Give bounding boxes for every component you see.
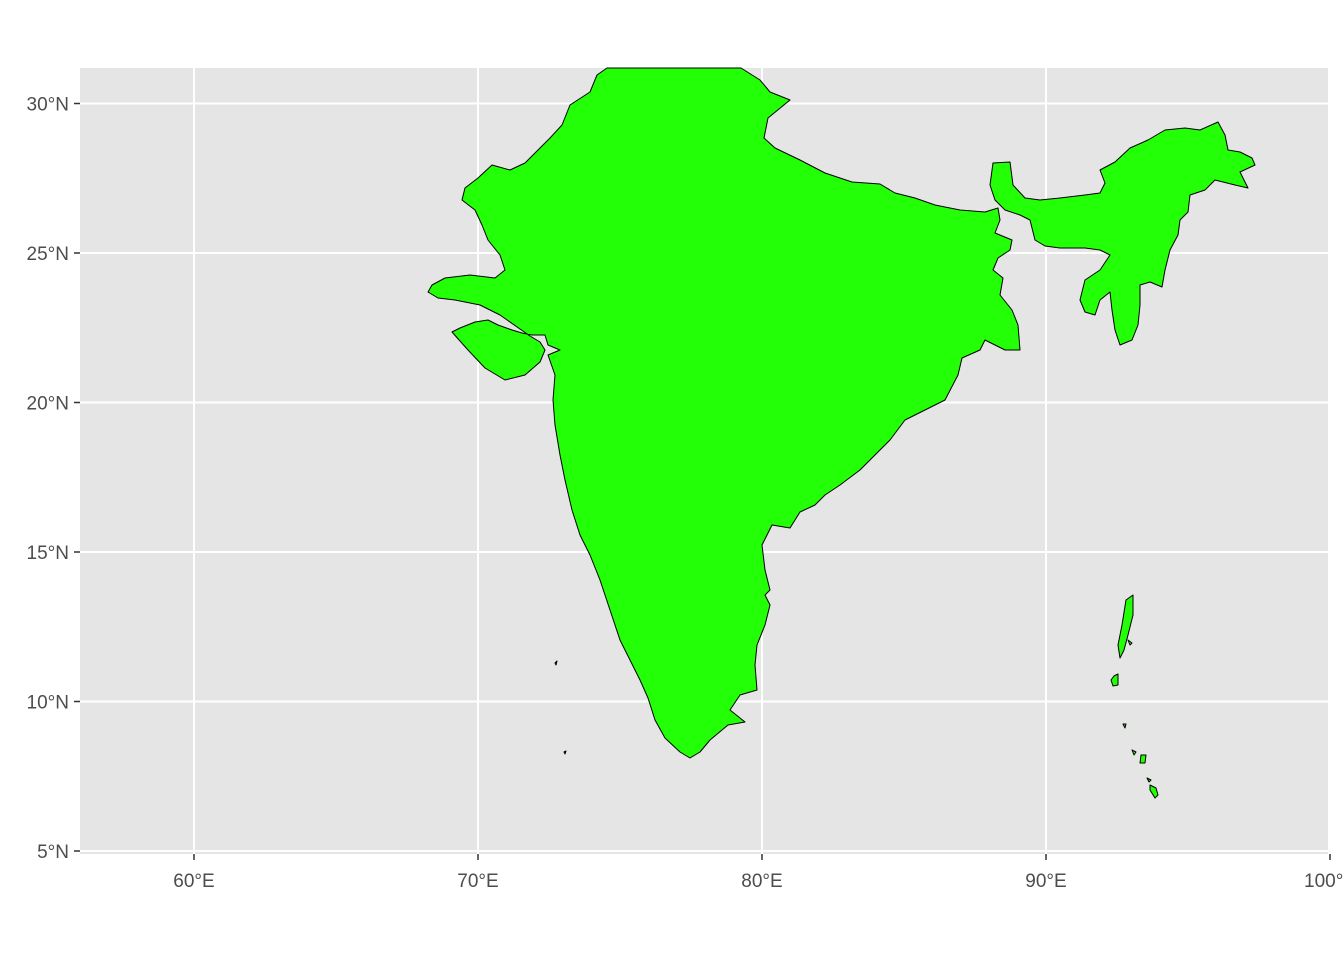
andaman-island-little [1110,673,1119,687]
x-tick-label: 80°E [741,871,782,892]
y-axis: 30°N 25°N 20°N 15°N 10°N 5°N [27,95,80,863]
india-landmass [427,67,1256,799]
nicobar-island-c [1146,777,1152,783]
nicobar-island-b [1139,754,1147,764]
x-axis: 60°E 70°E 80°E 90°E 100°E [173,854,1344,892]
x-tick-label: 70°E [457,871,498,892]
nicobar-island-a [1131,749,1137,756]
nicobar-island-great [1149,784,1159,799]
y-tick-label: 15°N [27,543,69,564]
y-tick-label: 10°N [27,693,69,714]
india-northeast [989,121,1256,346]
x-tick-label: 90°E [1025,871,1066,892]
y-tick-label: 25°N [27,244,69,265]
lakshadweep-island-b [563,750,567,755]
nicobar-island-car [1122,723,1127,729]
india-mainland [427,67,1021,759]
y-tick-label: 20°N [27,394,69,415]
y-tick-label: 30°N [27,95,69,116]
x-tick-label: 60°E [173,871,214,892]
x-tick-label: 100°E [1304,871,1344,892]
lakshadweep-island-a [554,660,558,666]
y-tick-label: 5°N [37,842,69,863]
andaman-island-middle [1127,639,1133,646]
andaman-island-north [1117,594,1134,659]
